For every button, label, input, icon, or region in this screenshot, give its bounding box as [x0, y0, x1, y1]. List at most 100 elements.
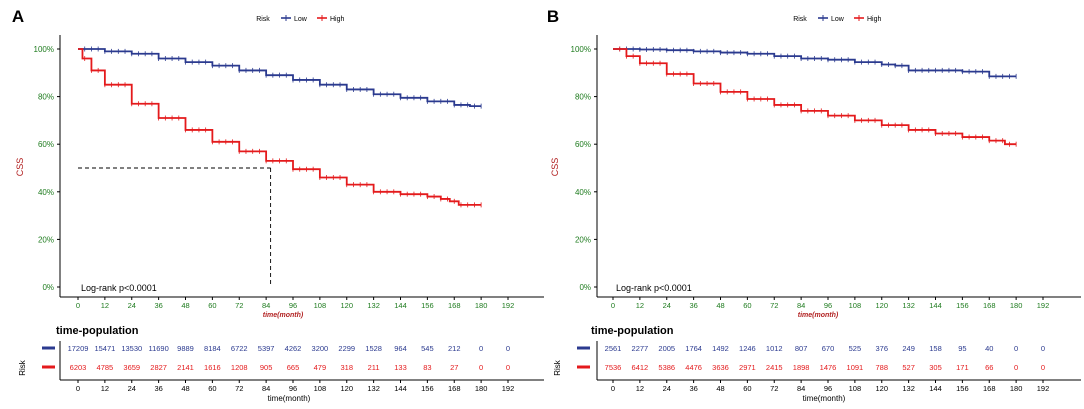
risk-count: 479 [314, 363, 327, 372]
x-tick-label: 60 [208, 301, 216, 310]
risk-x-tick-label: 48 [716, 384, 724, 393]
risk-count: 3659 [123, 363, 140, 372]
risk-x-tick-label: 180 [475, 384, 488, 393]
risk-x-tick-label: 24 [128, 384, 136, 393]
x-tick-label: 72 [770, 301, 778, 310]
risk-count: 133 [394, 363, 407, 372]
km-panel-a: A Risk Low High 0% 20% 40% 60% 80% 100% CSS 0 12 24 36… [12, 7, 544, 403]
x-tick-label: 132 [902, 301, 915, 310]
x-tick-label: 48 [181, 301, 189, 310]
y-tick-label: 60% [575, 140, 591, 149]
x-tick-label: 108 [314, 301, 327, 310]
risk-count: 2415 [766, 363, 783, 372]
y-tick-label: 20% [38, 235, 54, 244]
x-tick-label: 36 [689, 301, 697, 310]
x-tick-label: 12 [636, 301, 644, 310]
x-tick-label: 156 [421, 301, 434, 310]
risk-count: 964 [394, 344, 407, 353]
risk-count: 788 [875, 363, 888, 372]
risk-count: 9889 [177, 344, 194, 353]
x-tick-label: 84 [262, 301, 270, 310]
risk-count: 1476 [820, 363, 837, 372]
risk-count: 905 [260, 363, 273, 372]
legend-label-high: High [867, 16, 882, 23]
risk-count: 0 [506, 344, 510, 353]
risk-count: 2141 [177, 363, 194, 372]
risk-x-tick-label: 84 [262, 384, 270, 393]
risk-count: 3636 [712, 363, 729, 372]
risk-count: 0 [1041, 344, 1045, 353]
risk-table-title: time-population [56, 325, 139, 337]
risk-x-tick-label: 120 [340, 384, 353, 393]
risk-count: 525 [849, 344, 862, 353]
x-tick-label: 156 [956, 301, 969, 310]
risk-x-tick-label: 36 [689, 384, 697, 393]
risk-count: 6412 [632, 363, 649, 372]
x-tick-label: 24 [128, 301, 136, 310]
risk-x-tick-label: 144 [929, 384, 942, 393]
risk-count: 2561 [605, 344, 622, 353]
survival-curve-high [613, 48, 1017, 146]
risk-count: 158 [929, 344, 942, 353]
risk-count: 211 [368, 363, 380, 372]
risk-x-tick-label: 144 [394, 384, 407, 393]
risk-x-tick-label: 192 [502, 384, 515, 393]
risk-count: 27 [450, 363, 458, 372]
risk-x-label: time(month) [803, 394, 846, 403]
risk-count: 0 [479, 344, 483, 353]
risk-table-ylabel: Risk [18, 359, 27, 376]
x-tick-label: 132 [367, 301, 380, 310]
risk-count: 318 [340, 363, 353, 372]
y-tick-label: 80% [575, 93, 591, 102]
logrank-annotation: Log-rank p<0.0001 [616, 283, 692, 293]
legend-title: Risk [256, 16, 270, 23]
risk-count: 1012 [766, 344, 783, 353]
risk-count: 212 [448, 344, 461, 353]
x-tick-label: 168 [448, 301, 461, 310]
risk-x-tick-label: 84 [797, 384, 805, 393]
risk-x-tick-label: 60 [743, 384, 751, 393]
x-tick-label: 192 [1037, 301, 1050, 310]
risk-count: 4262 [285, 344, 302, 353]
risk-table-title: time-population [591, 325, 674, 337]
risk-count: 5397 [258, 344, 275, 353]
x-tick-label: 120 [340, 301, 353, 310]
risk-count: 6722 [231, 344, 248, 353]
risk-count: 2277 [632, 344, 649, 353]
risk-count: 0 [1014, 344, 1018, 353]
risk-x-tick-label: 96 [824, 384, 832, 393]
x-tick-label: 84 [797, 301, 805, 310]
y-tick-label: 60% [38, 140, 54, 149]
risk-count: 171 [956, 363, 969, 372]
x-tick-label: 12 [101, 301, 109, 310]
risk-x-tick-label: 156 [956, 384, 969, 393]
risk-count: 545 [421, 344, 434, 353]
risk-x-tick-label: 96 [289, 384, 297, 393]
risk-x-tick-label: 168 [448, 384, 461, 393]
risk-x-tick-label: 156 [421, 384, 434, 393]
risk-x-tick-label: 60 [208, 384, 216, 393]
risk-count: 2827 [150, 363, 167, 372]
y-tick-label: 100% [571, 45, 591, 54]
risk-count: 2971 [739, 363, 756, 372]
risk-x-tick-label: 108 [849, 384, 862, 393]
risk-x-tick-label: 168 [983, 384, 996, 393]
risk-count: 17209 [68, 344, 89, 353]
x-axis-label: time(month) [798, 312, 839, 319]
risk-count: 5386 [658, 363, 675, 372]
x-axis-label: time(month) [263, 312, 304, 319]
risk-x-tick-label: 192 [1037, 384, 1050, 393]
x-tick-label: 180 [475, 301, 488, 310]
risk-x-tick-label: 108 [314, 384, 327, 393]
risk-x-tick-label: 180 [1010, 384, 1023, 393]
risk-count: 66 [985, 363, 993, 372]
y-tick-label: 40% [38, 188, 54, 197]
risk-count: 527 [902, 363, 915, 372]
y-axis-label: CSS [550, 158, 560, 177]
x-tick-label: 36 [154, 301, 162, 310]
x-tick-label: 192 [502, 301, 515, 310]
y-tick-label: 0% [42, 283, 54, 292]
risk-count: 1528 [365, 344, 382, 353]
risk-x-tick-label: 12 [636, 384, 644, 393]
risk-count: 1898 [793, 363, 810, 372]
